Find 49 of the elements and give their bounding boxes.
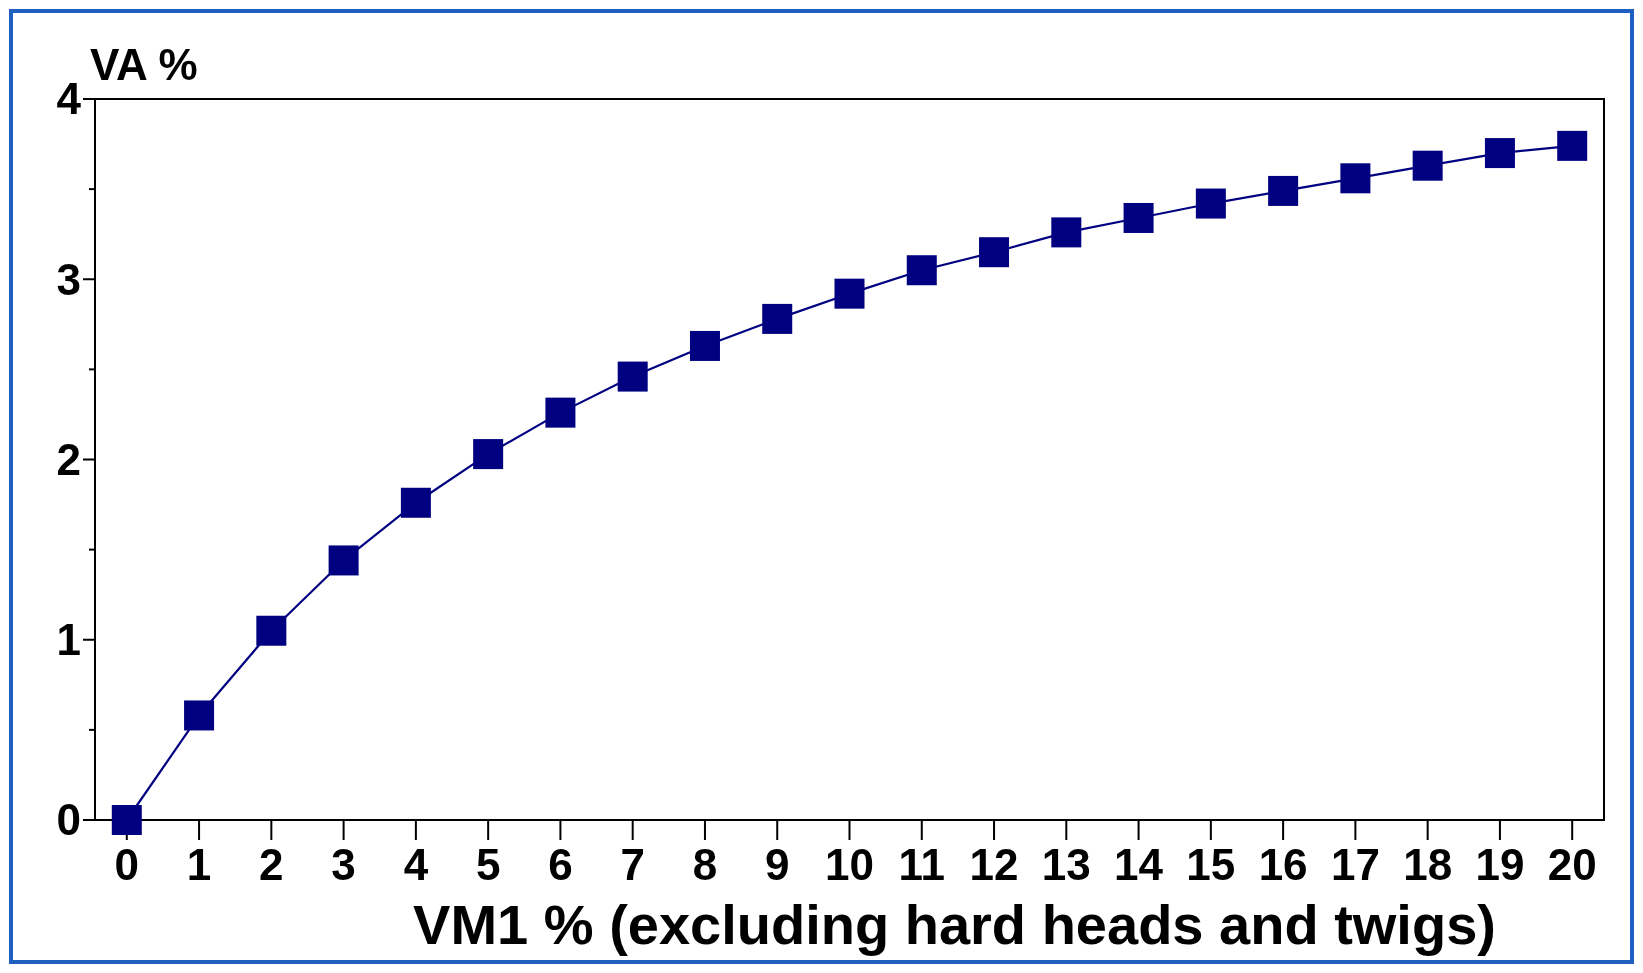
x-tick-label: 0	[114, 840, 140, 889]
x-tick-label: 15	[1186, 840, 1236, 889]
x-tick-label: 3	[331, 840, 356, 889]
point	[111, 805, 142, 835]
point	[473, 439, 504, 470]
x-tick-label: 11	[898, 840, 946, 889]
point	[1195, 188, 1226, 219]
point	[979, 237, 1010, 268]
x-tick-label: 10	[825, 840, 874, 889]
point	[1051, 217, 1082, 248]
x-tick-label: 4	[403, 840, 429, 889]
point	[400, 487, 431, 518]
y-tick-label: 3	[56, 254, 81, 304]
point	[184, 700, 215, 731]
point	[256, 615, 287, 646]
x-tick-label: 12	[969, 840, 1019, 889]
x-tick-label: 18	[1403, 840, 1453, 889]
x-tick-label: 1	[186, 840, 212, 889]
x-tick-label: 9	[764, 840, 790, 889]
y-tick-label: 0	[56, 795, 81, 845]
point	[1268, 175, 1299, 206]
point	[689, 330, 720, 361]
point	[762, 303, 793, 334]
point	[1412, 150, 1443, 181]
x-tick-label: 17	[1330, 840, 1380, 889]
x-tick-label: 20	[1547, 840, 1597, 889]
y-tick-label: 1	[56, 615, 81, 665]
x-tick-label: 2	[259, 840, 284, 889]
y-tick-label: 4	[56, 74, 82, 124]
point	[906, 255, 937, 286]
point	[1340, 163, 1371, 194]
x-tick-label: 13	[1041, 840, 1091, 889]
point	[617, 361, 648, 392]
x-tick-label: 5	[475, 840, 501, 889]
point	[545, 397, 576, 428]
point	[1484, 138, 1515, 169]
x-tick-label: 7	[620, 840, 645, 889]
x-tick-label: 19	[1475, 840, 1525, 889]
x-tick-label: 14	[1114, 840, 1164, 889]
x-tick-label: 16	[1258, 840, 1308, 889]
point	[328, 545, 359, 576]
y-tick-label: 2	[56, 434, 81, 484]
x-tick-label: 6	[548, 840, 573, 889]
x-axis-title: VM1 % (excluding hard heads and twigs)	[413, 893, 1496, 956]
point	[1557, 130, 1588, 161]
point	[834, 278, 865, 309]
y-axis-title: VA %	[90, 40, 198, 89]
x-tick-label: 8	[692, 840, 718, 889]
point	[1123, 202, 1154, 233]
